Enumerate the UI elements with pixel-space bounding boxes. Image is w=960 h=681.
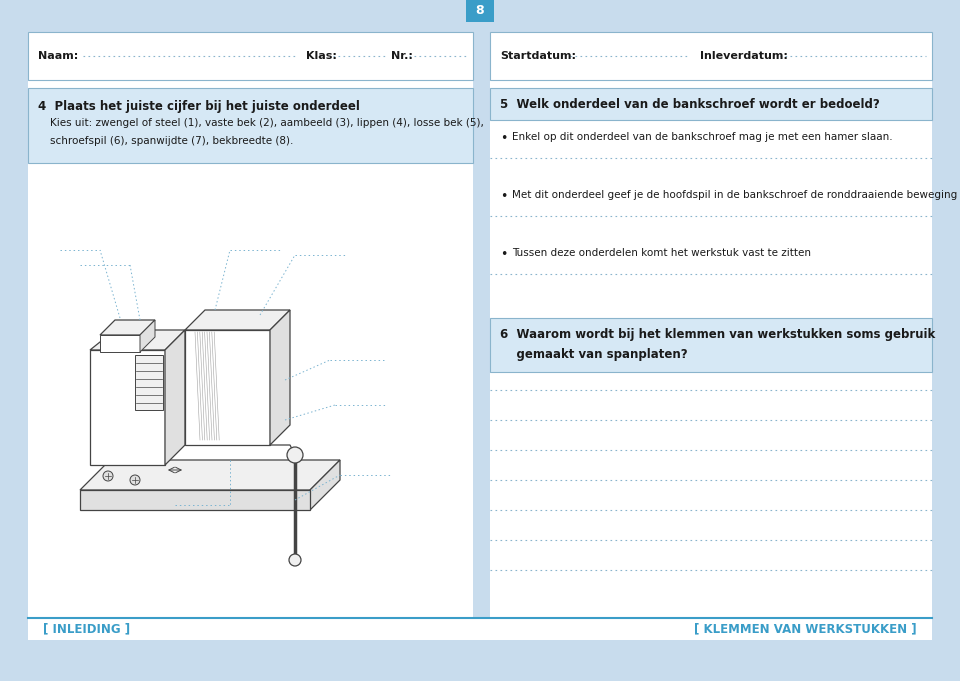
Polygon shape xyxy=(310,460,340,510)
Polygon shape xyxy=(80,460,340,490)
Text: 8: 8 xyxy=(476,5,484,18)
Bar xyxy=(28,32,473,80)
Bar xyxy=(490,32,932,640)
Polygon shape xyxy=(90,330,185,350)
Polygon shape xyxy=(90,350,165,465)
Polygon shape xyxy=(270,310,290,445)
Bar xyxy=(490,88,932,120)
Polygon shape xyxy=(140,320,155,352)
Text: Naam:: Naam: xyxy=(38,51,79,61)
Polygon shape xyxy=(100,335,140,352)
Text: Klas:: Klas: xyxy=(306,51,337,61)
Text: Met dit onderdeel geef je de hoofdspil in de bankschroef de ronddraaiende bewegi: Met dit onderdeel geef je de hoofdspil i… xyxy=(512,190,957,200)
Bar xyxy=(28,32,473,640)
Text: •: • xyxy=(500,132,508,145)
Text: [ KLEMMEN VAN WERKSTUKKEN ]: [ KLEMMEN VAN WERKSTUKKEN ] xyxy=(694,622,917,635)
Polygon shape xyxy=(185,330,270,445)
Text: Nr.:: Nr.: xyxy=(391,51,413,61)
Text: Enkel op dit onderdeel van de bankschroef mag je met een hamer slaan.: Enkel op dit onderdeel van de bankschroe… xyxy=(512,132,893,142)
Circle shape xyxy=(130,475,140,485)
Circle shape xyxy=(289,554,301,566)
Text: 6  Waarom wordt bij het klemmen van werkstukken soms gebruik: 6 Waarom wordt bij het klemmen van werks… xyxy=(500,328,935,341)
Polygon shape xyxy=(135,355,163,410)
Text: •: • xyxy=(500,248,508,261)
Text: Startdatum:: Startdatum: xyxy=(500,51,576,61)
Text: 5  Welk onderdeel van de bankschroef wordt er bedoeld?: 5 Welk onderdeel van de bankschroef word… xyxy=(500,97,879,110)
Circle shape xyxy=(103,471,113,481)
Text: Kies uit: zwengel of steel (1), vaste bek (2), aambeeld (3), lippen (4), losse b: Kies uit: zwengel of steel (1), vaste be… xyxy=(50,118,484,128)
Polygon shape xyxy=(165,330,185,465)
Polygon shape xyxy=(185,310,290,330)
Bar xyxy=(490,32,932,80)
Bar xyxy=(28,88,473,163)
Polygon shape xyxy=(80,490,310,510)
Text: 4  Plaats het juiste cijfer bij het juiste onderdeel: 4 Plaats het juiste cijfer bij het juist… xyxy=(38,100,360,113)
Bar xyxy=(466,0,494,22)
Text: Tussen deze onderdelen komt het werkstuk vast te zitten: Tussen deze onderdelen komt het werkstuk… xyxy=(512,248,811,258)
Text: •: • xyxy=(500,190,508,203)
Bar xyxy=(490,318,932,372)
Text: [ INLEIDING ]: [ INLEIDING ] xyxy=(43,622,131,635)
Text: gemaakt van spanplaten?: gemaakt van spanplaten? xyxy=(500,348,687,361)
Bar xyxy=(28,618,932,640)
Text: Inleverdatum:: Inleverdatum: xyxy=(700,51,788,61)
Polygon shape xyxy=(100,320,155,335)
Circle shape xyxy=(287,447,303,463)
Text: schroefspil (6), spanwijdte (7), bekbreedte (8).: schroefspil (6), spanwijdte (7), bekbree… xyxy=(50,136,294,146)
